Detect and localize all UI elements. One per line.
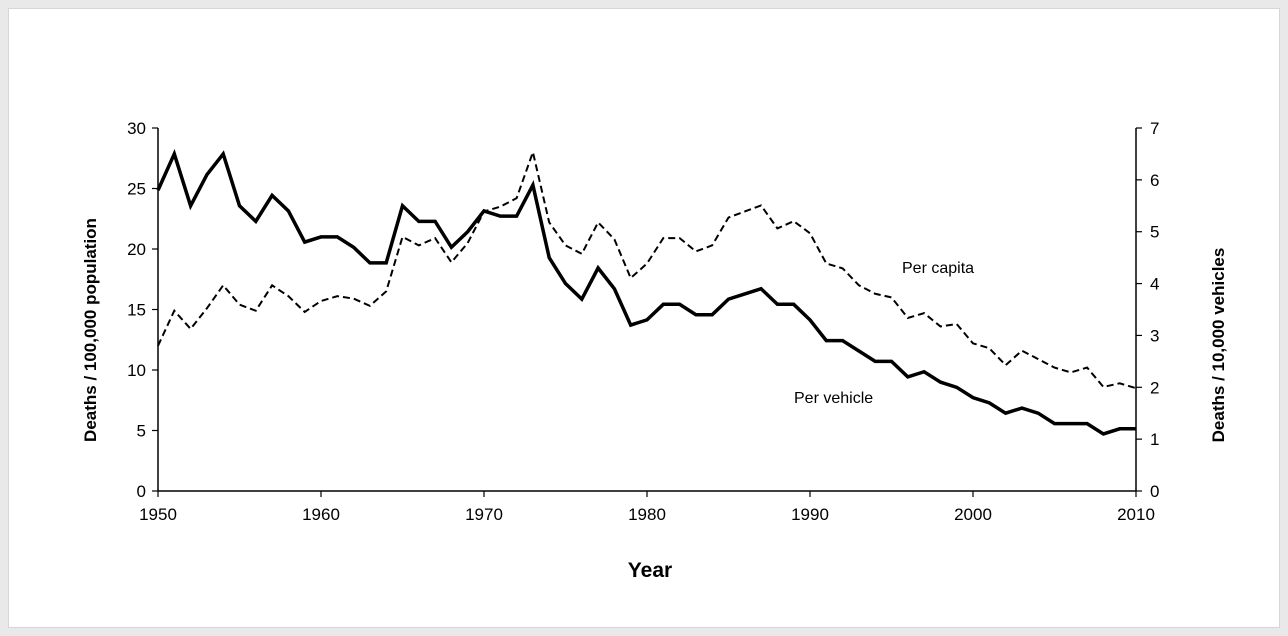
series-layer [156,148,1137,436]
axes [157,128,1137,492]
y-left-tick-label: 25 [127,180,146,199]
x-tick-label: 1960 [302,505,340,524]
y-right-tick-label: 0 [1150,482,1159,501]
x-tick-label: 2000 [954,505,992,524]
y-right-tick-label: 3 [1150,326,1159,345]
y-left-tick-label: 5 [137,422,146,441]
x-tick-label: 1970 [465,505,503,524]
per-capita-annotation: Per capita [902,260,974,277]
y-right-tick-label: 5 [1150,223,1159,242]
y-left-tick-label: 20 [127,240,146,259]
x-tick-label: 1980 [628,505,666,524]
x-ticks: 1950 1960 1970 1980 1990 2000 2010 [139,491,1155,524]
left-y-ticks: 0 5 10 15 20 25 30 [127,119,158,501]
right-y-ticks: 0 1 2 3 4 5 6 7 [1136,119,1159,501]
x-tick-label: 2010 [1117,505,1155,524]
series-line-per-capita [157,148,1137,390]
y-left-tick-label: 0 [137,482,146,501]
y-right-tick-label: 7 [1150,119,1159,138]
chart-frame [8,8,1280,628]
y-left-tick-label: 30 [127,119,146,138]
y-axis-left-title: Deaths / 100,000 population [81,218,100,442]
y-left-tick-label: 15 [127,301,146,320]
series-line-per-vehicle [156,149,1136,436]
y-right-tick-label: 4 [1150,275,1159,294]
y-left-tick-label: 10 [127,361,146,380]
x-axis-title: Year [628,559,672,582]
per-vehicle-annotation: Per vehicle [794,390,873,407]
y-right-tick-label: 2 [1150,378,1159,397]
x-tick-label: 1950 [139,505,177,524]
y-axis-right-title: Deaths / 10,000 vehicles [1209,248,1228,443]
y-right-tick-label: 1 [1150,430,1159,449]
x-tick-label: 1990 [791,505,829,524]
y-right-tick-label: 6 [1150,171,1159,190]
